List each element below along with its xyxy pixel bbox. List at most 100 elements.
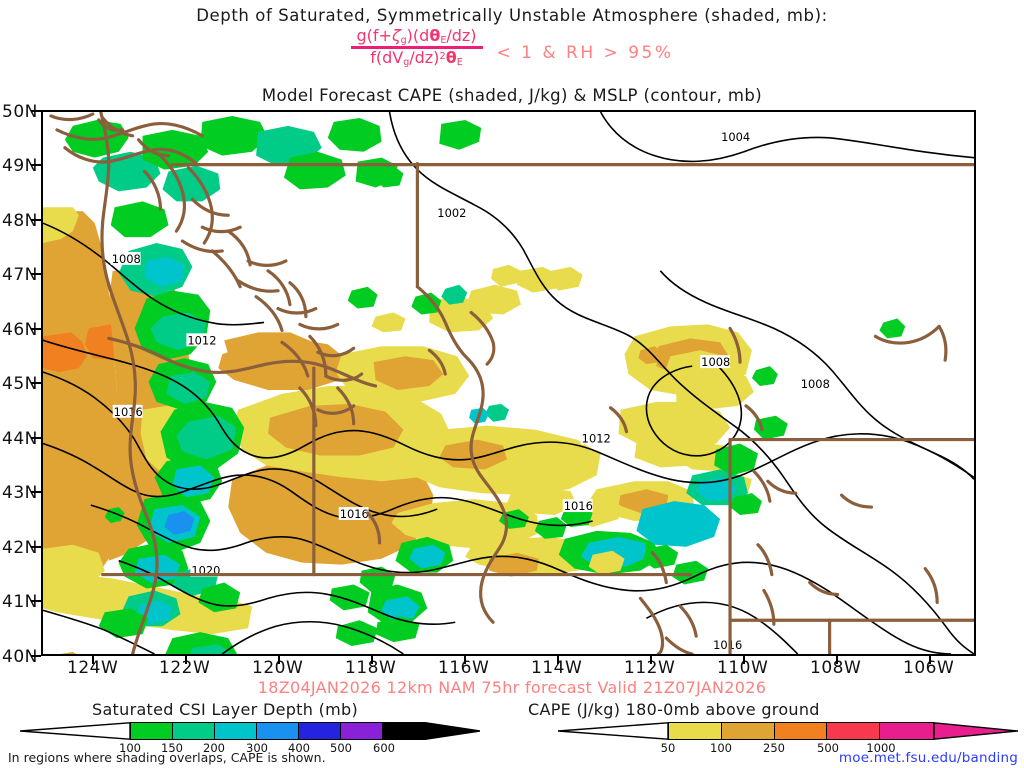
- contour-label-1016b: 1016: [340, 507, 369, 521]
- formula-numerator: g(f+ζg)(dθE/dz): [356, 26, 477, 46]
- lat-label-46N: 46N: [2, 320, 38, 340]
- lat-tick: [31, 491, 41, 493]
- contour-label-1008b: 1008: [701, 355, 730, 369]
- lon-tick: [464, 656, 466, 664]
- lat-label-49N: 49N: [2, 156, 38, 176]
- csi-colorbar[interactable]: 100 150 200 300 400 500 600: [20, 722, 480, 755]
- cape-seg-250-500: [774, 723, 828, 739]
- csi-tick-300: 300: [246, 741, 268, 755]
- csi-colorbar-over-arrow: [426, 722, 480, 740]
- lat-tick: [31, 546, 41, 548]
- csi-tick-600: 600: [373, 741, 395, 755]
- lat-tick: [31, 219, 41, 221]
- lat-tick: [31, 110, 41, 112]
- lat-tick: [31, 437, 41, 439]
- lon-tick: [557, 656, 559, 664]
- mslp-contours: [43, 112, 974, 654]
- lat-tick: [31, 164, 41, 166]
- cape-tick-50: 50: [660, 741, 676, 755]
- source-url-link[interactable]: moe.met.fsu.edu/banding: [838, 750, 1018, 766]
- lon-tick: [92, 656, 94, 664]
- formula-fraction: g(f+ζg)(dθE/dz) f(dVg/dz)2θE: [350, 26, 483, 68]
- cape-colorbar-under-arrow: [558, 722, 668, 740]
- contour-label-1004: 1004: [721, 130, 750, 144]
- csi-seg-over-600: [382, 723, 425, 739]
- lon-label-110W: 110W: [717, 658, 769, 678]
- lat-label-48N: 48N: [2, 211, 38, 231]
- lon-tick: [929, 656, 931, 664]
- contour-label-1008: 1008: [112, 252, 141, 266]
- lat-label-47N: 47N: [2, 265, 38, 285]
- cape-seg-50-100: [669, 723, 722, 739]
- cape-seg-100-250: [721, 723, 775, 739]
- page-title: Depth of Saturated, Symmetrically Unstab…: [196, 6, 828, 25]
- formula-bar: [350, 45, 483, 49]
- csi-seg-150-200: [172, 723, 215, 739]
- map-canvas: 1004 1002 1008 1012 1016 1020 1008 1008: [43, 112, 974, 654]
- lat-tick: [31, 382, 41, 384]
- lat-tick: [31, 600, 41, 602]
- lon-tick: [650, 656, 652, 664]
- csi-colorbar-title: Saturated CSI Layer Depth (mb): [92, 700, 358, 719]
- csi-seg-300-400: [256, 723, 299, 739]
- lat-label-42N: 42N: [2, 538, 38, 558]
- lat-label-40N: 40N: [2, 647, 38, 667]
- cape-colorbar-over-arrow: [934, 722, 1018, 740]
- lat-label-41N: 41N: [2, 592, 38, 612]
- formula-denominator: f(dVg/dz)2θE: [370, 47, 463, 68]
- lon-tick: [371, 656, 373, 664]
- csi-colorbar-body: [130, 722, 426, 740]
- lon-tick: [278, 656, 280, 664]
- forecast-valid-line: 18Z04JAN2026 12km NAM 75hr forecast Vali…: [257, 678, 767, 697]
- lat-tick: [31, 655, 41, 657]
- forecast-map[interactable]: 1004 1002 1008 1012 1016 1020 1008 1008: [41, 110, 976, 656]
- csi-tick-200: 200: [203, 741, 225, 755]
- lon-tick: [185, 656, 187, 664]
- lon-tick: [836, 656, 838, 664]
- csi-seg-200-300: [214, 723, 257, 739]
- cape-colorbar-body: [668, 722, 934, 740]
- csi-tick-150: 150: [161, 741, 183, 755]
- csi-colorbar-under-arrow: [20, 722, 130, 740]
- lon-tick: [743, 656, 745, 664]
- cape-tick-100: 100: [710, 741, 732, 755]
- lon-label-122W: 122W: [159, 658, 211, 678]
- lon-label-116W: 116W: [438, 658, 490, 678]
- cape-tick-250: 250: [763, 741, 785, 755]
- lat-label-50N: 50N: [2, 102, 38, 122]
- contour-label-1016d: 1016: [713, 638, 742, 652]
- lon-label-124W: 124W: [67, 658, 119, 678]
- contour-label-1016c: 1016: [564, 499, 593, 513]
- cape-seg-over-1000: [880, 723, 933, 739]
- formula-condition: < 1 & RH > 95%: [496, 43, 674, 64]
- lon-label-114W: 114W: [531, 658, 583, 678]
- lon-label-112W: 112W: [624, 658, 676, 678]
- contour-label-1012b: 1012: [582, 432, 611, 446]
- cape-seg-500-1000: [827, 723, 881, 739]
- cape-tick-500: 500: [817, 741, 839, 755]
- lat-label-44N: 44N: [2, 429, 38, 449]
- csi-seg-500-600: [340, 723, 383, 739]
- contour-label-1016: 1016: [114, 405, 143, 419]
- cape-colorbar[interactable]: 50 100 250 500 1000: [558, 722, 1018, 755]
- csi-seg-100-150: [131, 723, 173, 739]
- lat-label-45N: 45N: [2, 374, 38, 394]
- contour-label-1008c: 1008: [801, 377, 830, 391]
- political-borders: [49, 112, 974, 654]
- instability-formula: g(f+ζg)(dθE/dz) f(dVg/dz)2θE < 1 & RH > …: [0, 26, 1024, 68]
- lat-tick: [31, 328, 41, 330]
- csi-tick-400: 400: [288, 741, 310, 755]
- csi-tick-500: 500: [330, 741, 352, 755]
- contour-label-1012: 1012: [187, 333, 216, 347]
- cape-tick-1000: 1000: [866, 741, 896, 755]
- overlap-note: In regions where shading overlaps, CAPE …: [8, 750, 326, 765]
- contour-label-1002: 1002: [437, 206, 466, 220]
- lon-label-118W: 118W: [345, 658, 397, 678]
- contour-labels: 1004 1002 1008 1012 1016 1020 1008 1008: [110, 130, 830, 652]
- lat-tick: [31, 273, 41, 275]
- lon-label-120W: 120W: [252, 658, 304, 678]
- lon-label-106W: 106W: [903, 658, 955, 678]
- csi-tick-100: 100: [119, 741, 141, 755]
- page-subtitle: Model Forecast CAPE (shaded, J/kg) & MSL…: [261, 86, 763, 105]
